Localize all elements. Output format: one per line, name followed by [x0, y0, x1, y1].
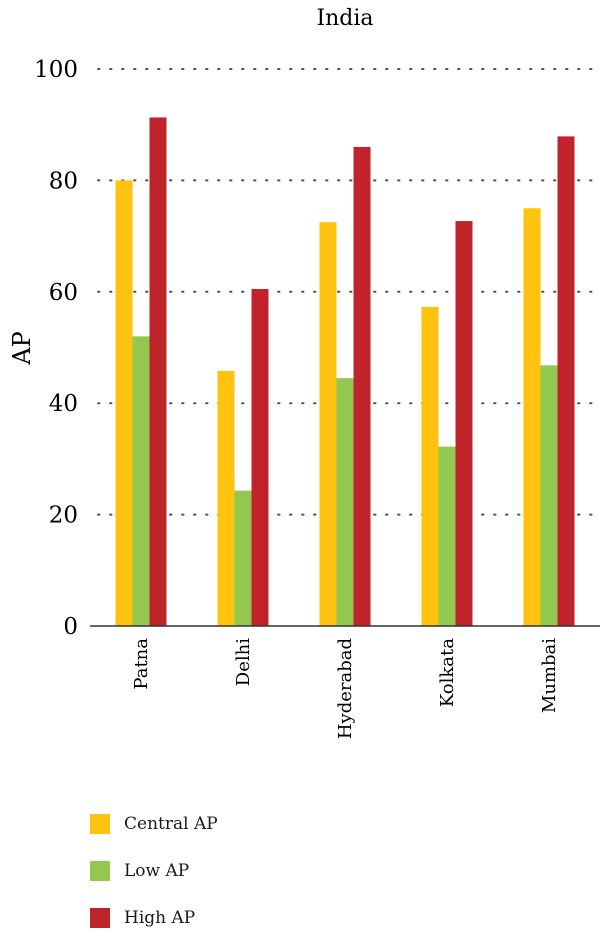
legend-label: High AP	[124, 907, 196, 928]
bars	[115, 117, 575, 627]
bar-high-ap-mumbai	[557, 136, 575, 626]
x-tick-label: Delhi	[233, 638, 254, 686]
x-tick-label: Kolkata	[437, 638, 458, 707]
y-tick-label: 40	[49, 391, 78, 417]
bar-low-ap-kolkata	[438, 446, 456, 626]
y-tick-label: 60	[49, 280, 78, 306]
legend-swatch-high	[90, 907, 110, 928]
bar-low-ap-patna	[132, 336, 150, 626]
bar-high-ap-patna	[149, 117, 167, 627]
legend-item: Low AP	[90, 857, 218, 884]
y-tick-labels: 0 20 40 60 80 100	[34, 57, 78, 640]
x-tick-label: Patna	[131, 638, 152, 690]
legend-swatch-central	[90, 813, 110, 834]
x-tick-label: Hyderabad	[335, 638, 356, 739]
x-tick-labels: Patna Delhi Hyderabad Kolkata Mumbai	[131, 638, 560, 739]
chart-title: India	[316, 6, 373, 31]
bar-low-ap-mumbai	[540, 365, 558, 626]
bar-central-ap-hyderabad	[319, 222, 337, 627]
y-tick-label: 80	[49, 168, 78, 194]
bar-high-ap-kolkata	[455, 221, 473, 626]
y-tick-label: 100	[34, 57, 78, 83]
bar-low-ap-delhi	[234, 490, 252, 626]
bar-high-ap-hyderabad	[353, 146, 371, 627]
bar-central-ap-mumbai	[523, 208, 541, 626]
legend-item: High AP	[90, 904, 218, 931]
x-tick-label: Mumbai	[539, 638, 560, 713]
legend-swatch-low	[90, 860, 110, 881]
bar-high-ap-delhi	[251, 289, 269, 626]
bar-low-ap-hyderabad	[336, 378, 354, 626]
legend: Central AP Low AP High AP	[90, 810, 218, 951]
legend-label: Low AP	[124, 860, 190, 881]
y-tick-label: 0	[63, 614, 78, 640]
y-tick-label: 20	[49, 503, 78, 529]
y-axis-label: AP	[8, 331, 36, 365]
bar-chart: India AP 0 20 40 60 80 100 Patna Delhi Hyderaba…	[8, 6, 600, 739]
bar-central-ap-patna	[115, 180, 133, 626]
bar-central-ap-kolkata	[421, 306, 439, 626]
legend-label: Central AP	[124, 813, 218, 834]
bar-central-ap-delhi	[217, 370, 235, 626]
legend-item: Central AP	[90, 810, 218, 837]
